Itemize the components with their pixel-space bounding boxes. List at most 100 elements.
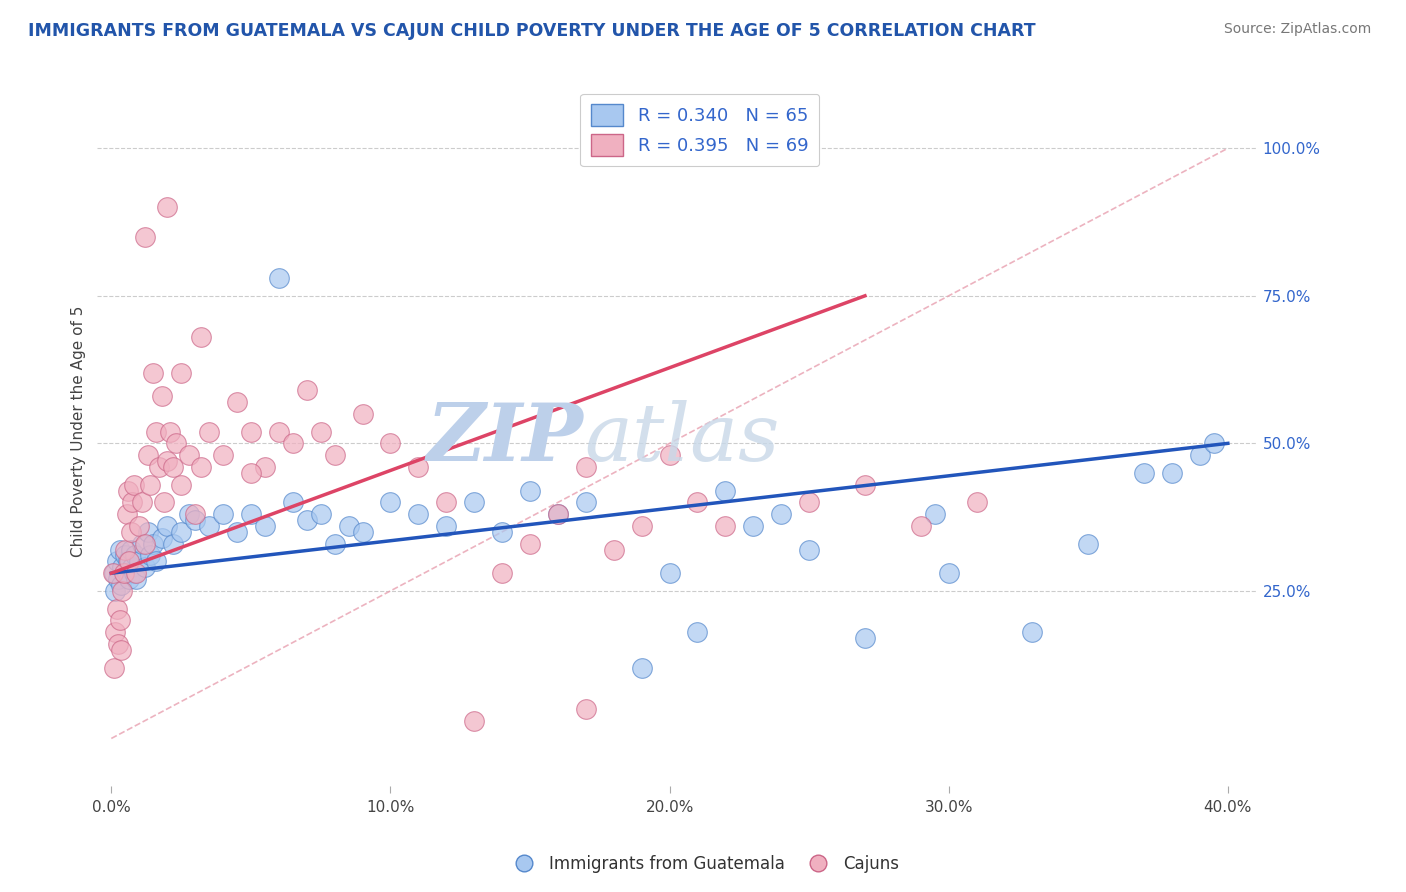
Point	[212, 507, 235, 521]
Point	[198, 425, 221, 439]
Point	[103, 660, 125, 674]
Point	[139, 477, 162, 491]
Point	[853, 477, 876, 491]
Point	[309, 425, 332, 439]
Point	[156, 519, 179, 533]
Point	[1161, 466, 1184, 480]
Point	[253, 460, 276, 475]
Point	[910, 519, 932, 533]
Point	[239, 466, 262, 480]
Point	[108, 542, 131, 557]
Point	[547, 507, 569, 521]
Text: ZIP: ZIP	[427, 400, 583, 477]
Point	[714, 519, 737, 533]
Point	[128, 554, 150, 568]
Point	[463, 714, 485, 728]
Point	[115, 507, 138, 521]
Point	[630, 660, 652, 674]
Point	[491, 566, 513, 581]
Point	[110, 643, 132, 657]
Point	[124, 549, 146, 563]
Point	[519, 537, 541, 551]
Point	[107, 572, 129, 586]
Point	[352, 524, 374, 539]
Point	[111, 583, 134, 598]
Point	[686, 625, 709, 640]
Point	[117, 554, 139, 568]
Text: atlas: atlas	[583, 400, 779, 477]
Point	[742, 519, 765, 533]
Point	[630, 519, 652, 533]
Point	[547, 507, 569, 521]
Point	[924, 507, 946, 521]
Point	[131, 537, 153, 551]
Point	[145, 425, 167, 439]
Point	[463, 495, 485, 509]
Point	[112, 566, 135, 581]
Point	[170, 366, 193, 380]
Point	[131, 495, 153, 509]
Point	[148, 460, 170, 475]
Point	[770, 507, 793, 521]
Point	[658, 448, 681, 462]
Legend: R = 0.340   N = 65, R = 0.395   N = 69: R = 0.340 N = 65, R = 0.395 N = 69	[581, 94, 820, 167]
Point	[575, 460, 598, 475]
Point	[281, 436, 304, 450]
Point	[125, 572, 148, 586]
Point	[226, 395, 249, 409]
Point	[162, 537, 184, 551]
Y-axis label: Child Poverty Under the Age of 5: Child Poverty Under the Age of 5	[72, 306, 86, 558]
Point	[686, 495, 709, 509]
Point	[122, 477, 145, 491]
Point	[184, 507, 207, 521]
Point	[120, 524, 142, 539]
Point	[165, 436, 187, 450]
Point	[212, 448, 235, 462]
Point	[110, 578, 132, 592]
Point	[136, 448, 159, 462]
Text: IMMIGRANTS FROM GUATEMALA VS CAJUN CHILD POVERTY UNDER THE AGE OF 5 CORRELATION : IMMIGRANTS FROM GUATEMALA VS CAJUN CHILD…	[28, 22, 1036, 40]
Point	[156, 200, 179, 214]
Point	[170, 524, 193, 539]
Point	[337, 519, 360, 533]
Point	[134, 229, 156, 244]
Point	[267, 425, 290, 439]
Point	[434, 519, 457, 533]
Point	[108, 614, 131, 628]
Point	[1021, 625, 1043, 640]
Point	[190, 460, 212, 475]
Point	[139, 549, 162, 563]
Point	[134, 537, 156, 551]
Point	[114, 549, 136, 563]
Point	[184, 513, 207, 527]
Point	[136, 524, 159, 539]
Point	[105, 601, 128, 615]
Point	[352, 407, 374, 421]
Point	[408, 460, 430, 475]
Point	[118, 572, 141, 586]
Point	[107, 637, 129, 651]
Point	[658, 566, 681, 581]
Point	[267, 271, 290, 285]
Point	[380, 436, 402, 450]
Point	[159, 425, 181, 439]
Point	[114, 542, 136, 557]
Point	[115, 566, 138, 581]
Legend: Immigrants from Guatemala, Cajuns: Immigrants from Guatemala, Cajuns	[501, 848, 905, 880]
Point	[380, 495, 402, 509]
Point	[603, 542, 626, 557]
Point	[434, 495, 457, 509]
Point	[104, 625, 127, 640]
Point	[179, 448, 201, 462]
Point	[105, 554, 128, 568]
Point	[150, 531, 173, 545]
Point	[142, 537, 165, 551]
Point	[117, 483, 139, 498]
Point	[153, 495, 176, 509]
Point	[309, 507, 332, 521]
Point	[156, 454, 179, 468]
Text: Source: ZipAtlas.com: Source: ZipAtlas.com	[1223, 22, 1371, 37]
Point	[253, 519, 276, 533]
Point	[103, 566, 125, 581]
Point	[128, 519, 150, 533]
